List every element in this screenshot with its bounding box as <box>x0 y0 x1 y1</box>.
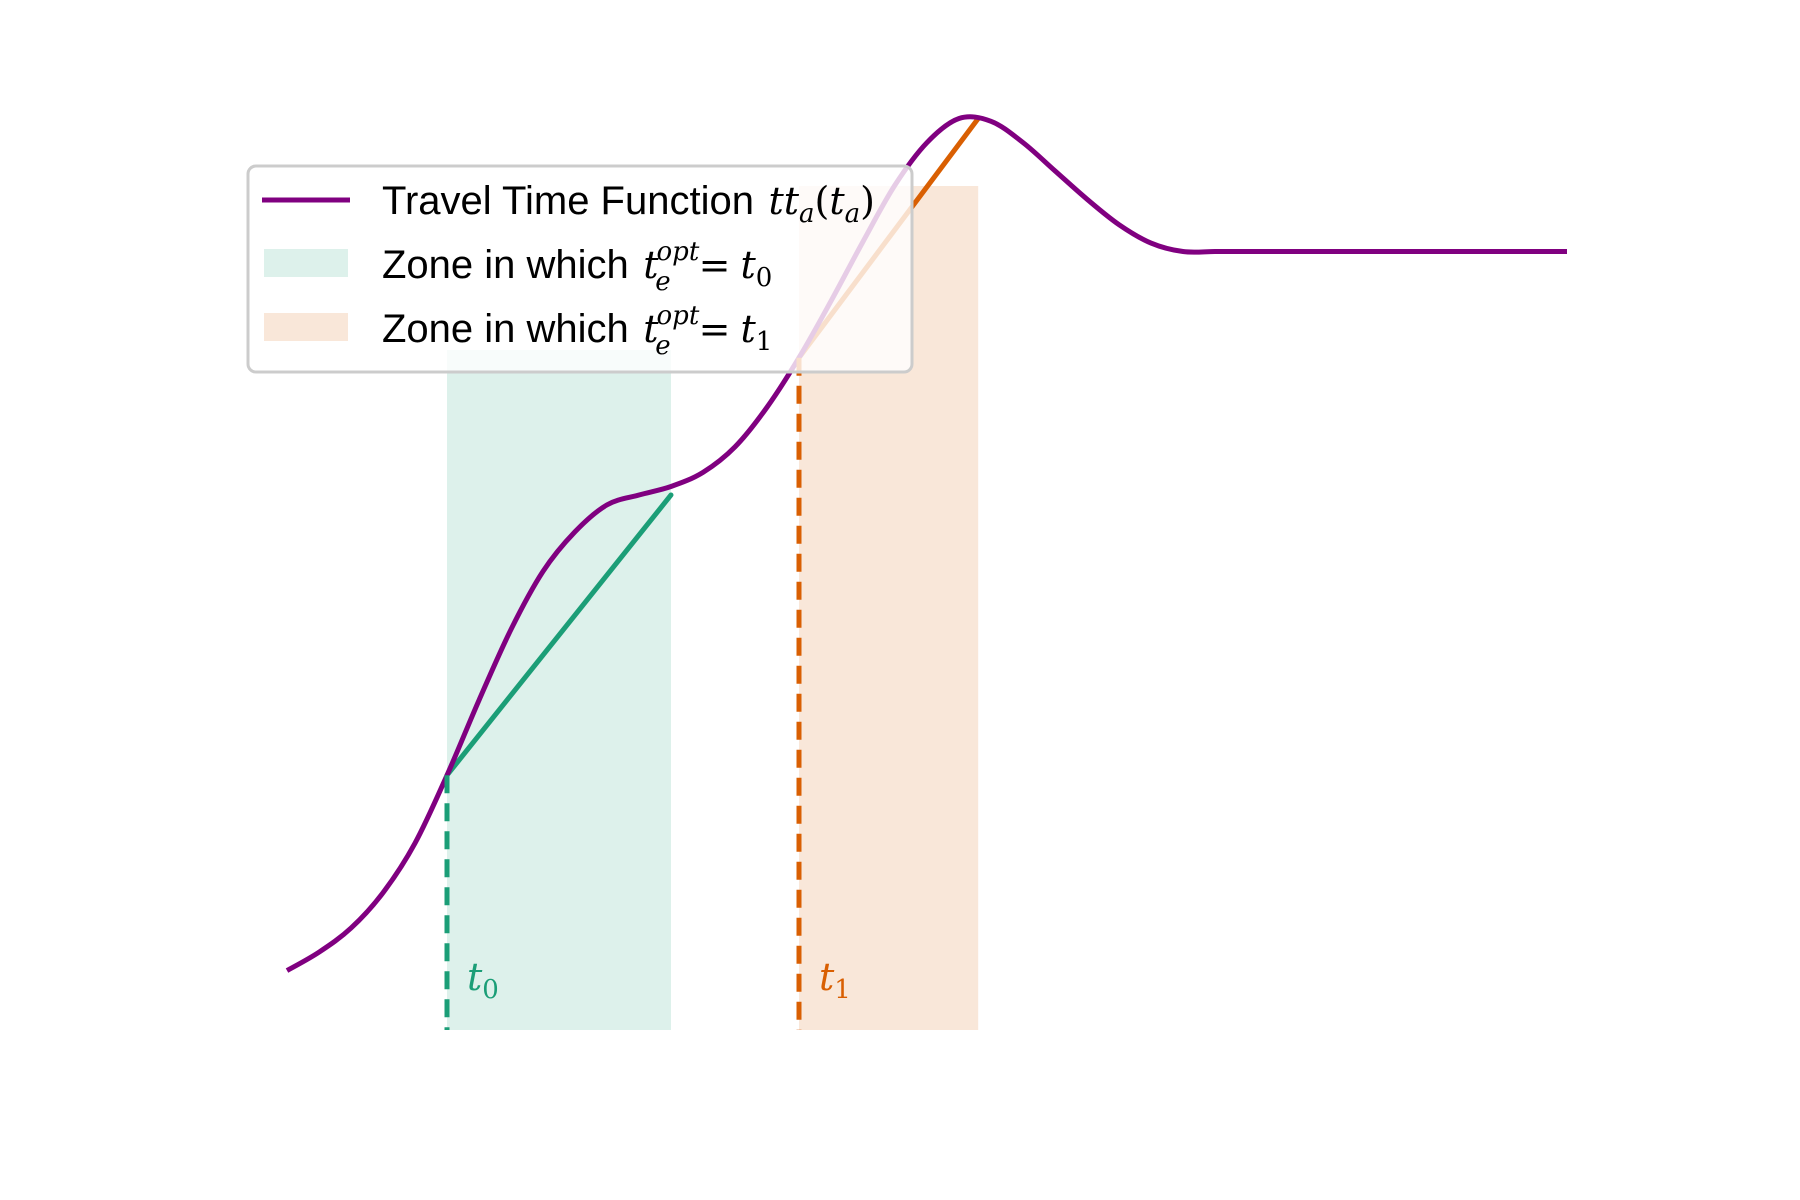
legend-patch-zone1 <box>264 313 348 341</box>
chord-line-0 <box>444 492 674 778</box>
legend-patch-zone0 <box>264 249 348 277</box>
legend-label-travel-time: Travel Time Function tta(ta) <box>382 179 875 229</box>
marker-label-0: t0 <box>467 955 499 1005</box>
curve-layer <box>285 114 1567 973</box>
travel-time-curve <box>285 114 1567 973</box>
legend-label-zone1: Zone in which topt e = t1 <box>382 301 772 361</box>
legend-box <box>246 164 914 374</box>
marker-label-1: t1 <box>819 955 851 1005</box>
legend-label-zone0: Zone in which topt e = t0 <box>382 237 772 297</box>
legend: Travel Time Function tta(ta) Zone in whi… <box>246 164 914 374</box>
zone-band-0 <box>447 350 671 1030</box>
markers-layer: t0 t1 <box>444 357 851 1030</box>
